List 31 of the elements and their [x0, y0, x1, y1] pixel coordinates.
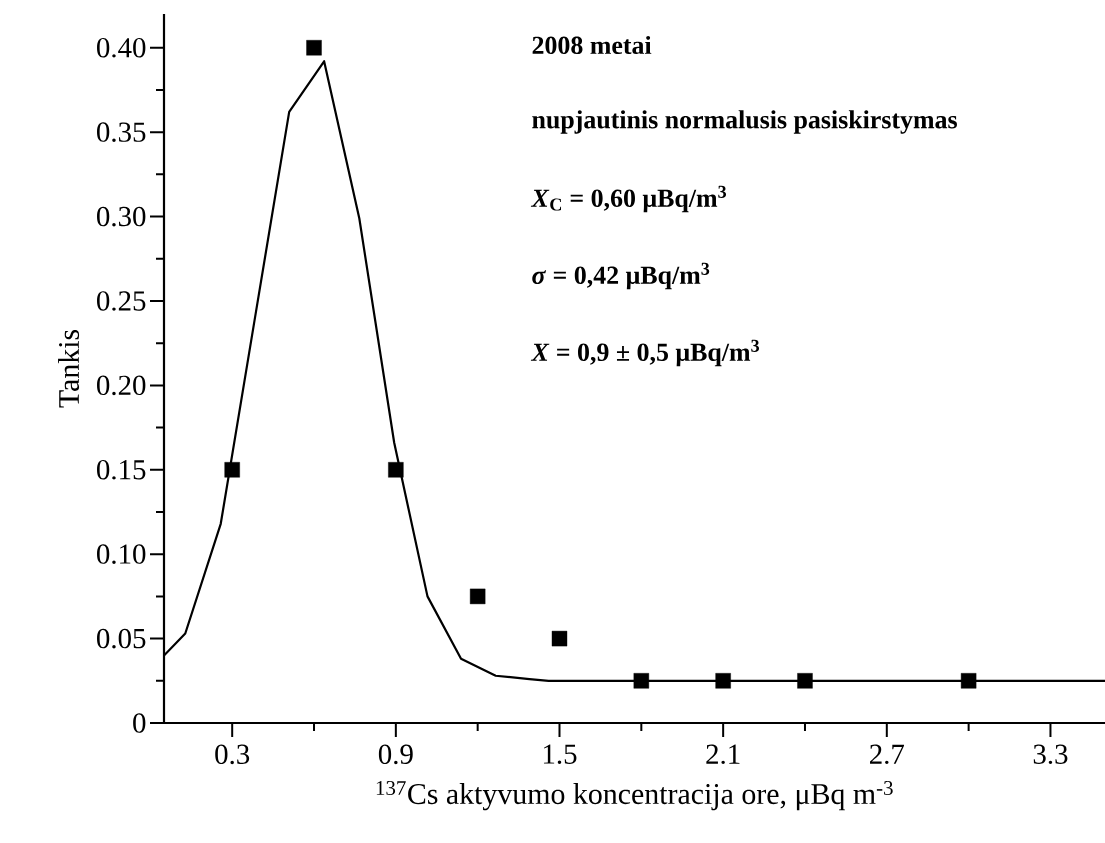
- point: [797, 673, 813, 689]
- point: [224, 462, 240, 478]
- point: [960, 673, 977, 689]
- x-tick-label: 0.9: [378, 744, 413, 765]
- y-tick-label: 0: [133, 713, 146, 733]
- y-tick-label: 0.35: [97, 122, 146, 142]
- annotation: X$_{C}$ = 0,60 μBq/m$^{3}$: [530, 185, 727, 213]
- point: [306, 40, 322, 56]
- x-tick-label: 0.3: [215, 744, 250, 765]
- annotation: 2008 metai: [532, 35, 652, 55]
- point: [633, 673, 650, 689]
- x-tick-label: 2.1: [706, 744, 740, 765]
- point: [551, 630, 568, 647]
- x-axis-title: $^{137}$Cs aktyvumo koncentracija ore, μBq m$^{-3}$: [376, 780, 893, 811]
- x-tick-label: 3.3: [1033, 744, 1068, 765]
- y-tick-label: 0.25: [97, 291, 146, 311]
- annotation: σ = 0,42 μBq/m$^{3}$: [532, 262, 710, 290]
- annotation: X = 0,9 ± 0,5 μBq/m$^{3}$: [530, 339, 760, 367]
- point: [715, 673, 731, 689]
- annotation: nupjautinis normalusis pasiskirstymas: [532, 110, 957, 134]
- y-tick-label: 0.20: [97, 375, 146, 396]
- y-tick-label: 0.30: [97, 206, 146, 227]
- point: [388, 462, 404, 478]
- x-tick-label: 2.7: [870, 744, 905, 765]
- point: [469, 588, 486, 605]
- y-axis-title: Tankis: [58, 329, 80, 408]
- y-tick-label: 0.15: [97, 459, 146, 480]
- y-tick-label: 0.10: [97, 544, 146, 564]
- x-tick-label: 1.5: [543, 744, 577, 764]
- y-tick-label: 0.05: [97, 628, 146, 649]
- y-tick-label: 0.40: [97, 37, 146, 58]
